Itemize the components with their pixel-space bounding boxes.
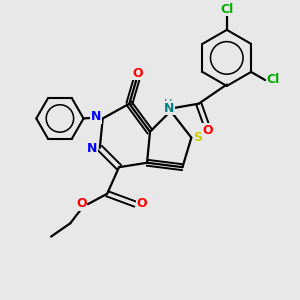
Text: O: O	[202, 124, 213, 137]
Text: O: O	[133, 67, 143, 80]
Text: Cl: Cl	[220, 3, 234, 16]
Text: N: N	[164, 102, 174, 115]
Text: O: O	[136, 197, 147, 210]
Text: Cl: Cl	[266, 73, 280, 86]
Text: N: N	[91, 110, 101, 124]
Text: H: H	[164, 99, 172, 109]
Text: O: O	[76, 197, 87, 210]
Text: S: S	[193, 130, 202, 144]
Text: N: N	[87, 142, 98, 155]
